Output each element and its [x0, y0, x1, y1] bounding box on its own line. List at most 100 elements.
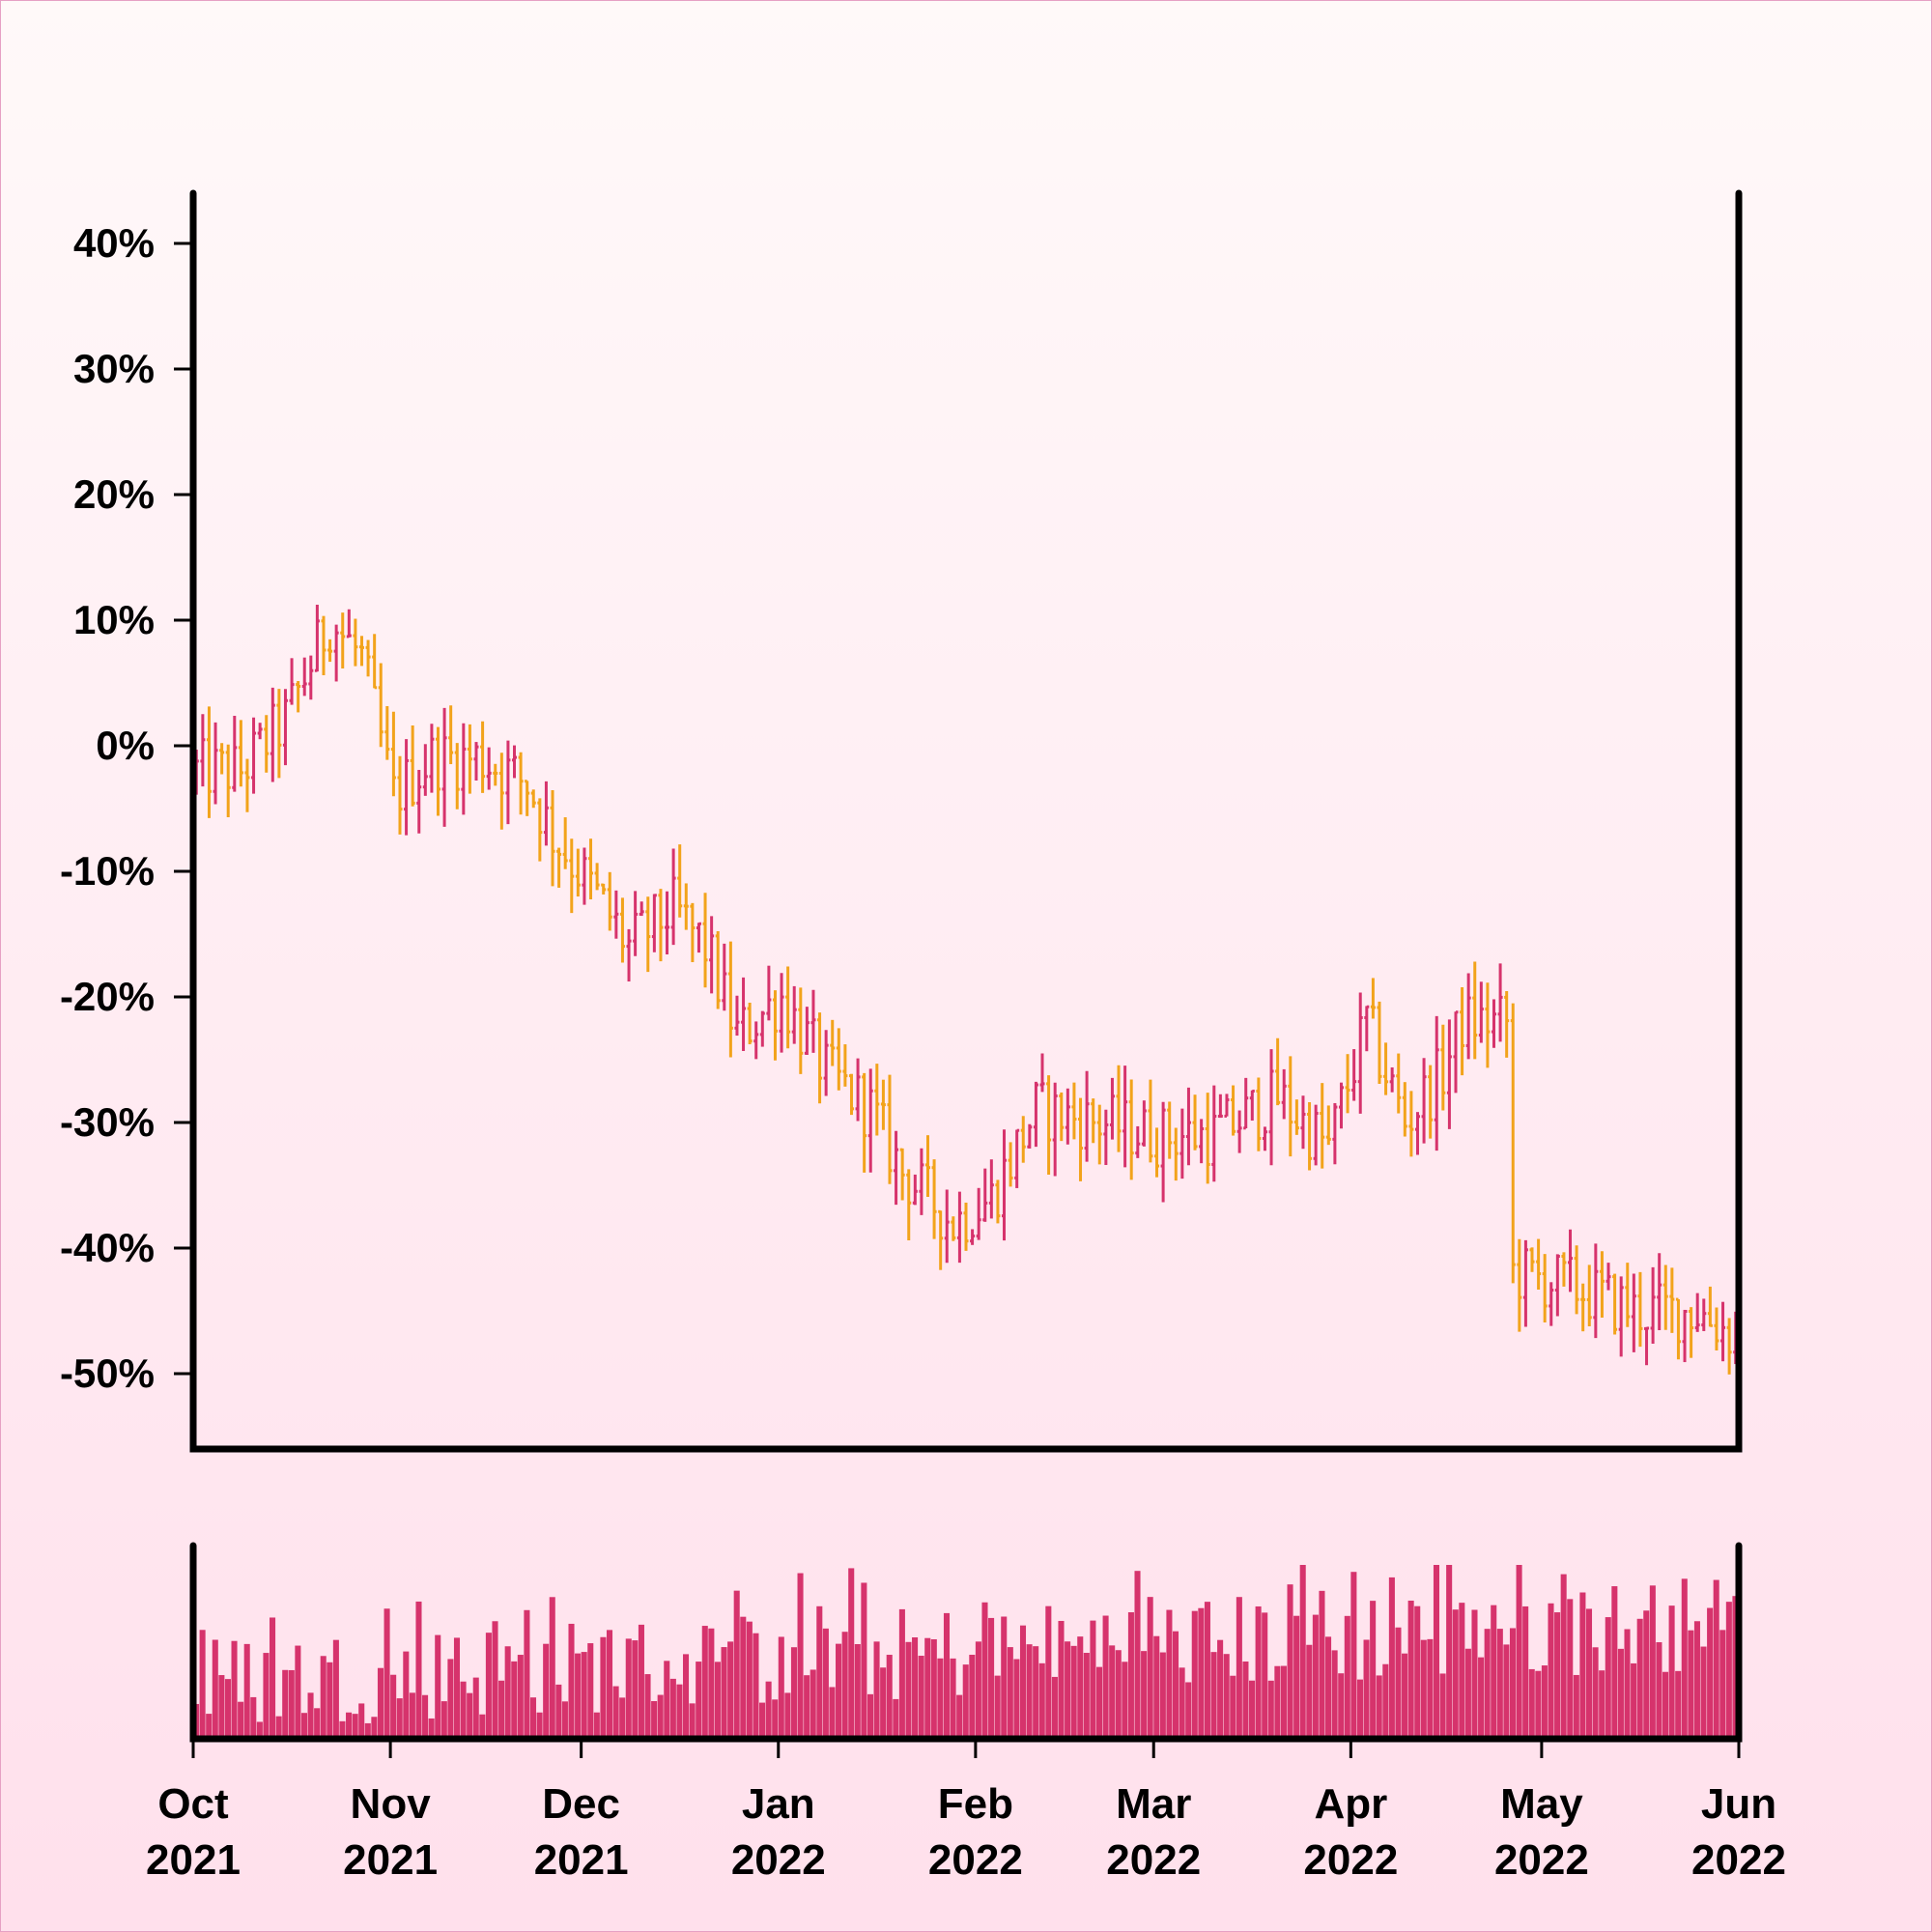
volume-bar — [829, 1687, 836, 1739]
volume-bar — [1491, 1605, 1497, 1739]
volume-bar — [231, 1640, 238, 1739]
ohlc-bar — [823, 1030, 829, 1096]
volume-bar — [218, 1675, 225, 1739]
ohlc-bar — [1440, 1024, 1446, 1111]
volume-bar — [1725, 1602, 1732, 1739]
x-tick-label-month: Jan — [742, 1780, 815, 1828]
ohlc-bar — [1262, 1126, 1267, 1151]
volume-bar — [1567, 1599, 1574, 1739]
volume-bar — [409, 1692, 415, 1739]
volume-bar — [1407, 1600, 1414, 1739]
ohlc-bar — [1205, 1093, 1210, 1184]
volume-bar — [428, 1718, 435, 1739]
ohlc-bar — [658, 889, 664, 962]
volume-bar — [1688, 1630, 1694, 1739]
volume-bar — [1509, 1628, 1517, 1739]
x-tick-label-month: Nov — [351, 1780, 432, 1828]
ohlc-bar — [1008, 1142, 1013, 1187]
ohlc-bar — [365, 639, 371, 677]
y-tick-label: -10% — [60, 848, 155, 894]
volume-bar — [352, 1714, 358, 1739]
ohlc-bar — [665, 891, 670, 955]
volume-bar — [1204, 1602, 1210, 1739]
ohlc-bar — [1408, 1091, 1414, 1157]
ohlc-bar — [1707, 1286, 1713, 1327]
volume-bar — [1001, 1616, 1008, 1739]
ohlc-bar — [461, 723, 467, 815]
ohlc-bar — [588, 838, 594, 900]
volume-bar — [836, 1643, 842, 1739]
x-tick-label-year: 2021 — [146, 1836, 241, 1884]
volume-bar — [1631, 1662, 1637, 1739]
volume-bar — [543, 1643, 550, 1739]
volume-bar — [1115, 1650, 1122, 1739]
ohlc-bar — [321, 615, 327, 675]
volume-bar — [212, 1639, 218, 1739]
volume-bar — [568, 1623, 575, 1739]
ohlc-bar — [530, 789, 536, 809]
ohlc-bar — [1071, 1082, 1077, 1140]
ohlc-bar — [779, 973, 784, 1053]
ohlc-bar — [1383, 1042, 1389, 1095]
volume-bar — [873, 1641, 880, 1739]
volume-bar — [524, 1609, 530, 1739]
volume-bar — [625, 1638, 632, 1739]
ohlc-bar — [225, 744, 231, 818]
volume-bar — [657, 1694, 664, 1739]
volume-bar — [1102, 1615, 1109, 1739]
volume-bar — [1478, 1657, 1485, 1739]
ohlc-bar — [785, 966, 791, 1049]
x-tick-label-month: Apr — [1314, 1780, 1387, 1828]
ohlc-bar — [1109, 1077, 1115, 1140]
ohlc-bar — [1173, 1127, 1179, 1181]
ohlc-bar — [626, 928, 632, 982]
ohlc-bar — [924, 1135, 930, 1197]
volume-bar — [593, 1712, 600, 1739]
volume-bar — [664, 1661, 670, 1739]
ohlc-bar — [709, 916, 715, 994]
volume-bar — [1038, 1662, 1045, 1739]
volume-bar — [1713, 1579, 1719, 1739]
ohlc-bar — [378, 663, 384, 748]
volume-bar — [1643, 1610, 1650, 1739]
volume-bar — [1420, 1639, 1427, 1739]
ohlc-bar — [722, 943, 727, 1011]
volume-bar — [1077, 1636, 1084, 1739]
ohlc-bar — [753, 1021, 759, 1060]
ohlc-bar — [384, 705, 390, 760]
volume-bar — [1141, 1651, 1148, 1739]
ohlc-bar — [651, 894, 657, 952]
volume-bar — [263, 1653, 270, 1739]
volume-bar — [1159, 1652, 1166, 1739]
volume-bar — [1617, 1648, 1624, 1739]
ohlc-bar — [944, 1189, 950, 1264]
volume-bar — [1356, 1679, 1363, 1739]
ohlc-bar — [1662, 1264, 1668, 1330]
x-tick-label-year: 2022 — [1106, 1836, 1201, 1884]
volume-bar — [1185, 1682, 1192, 1739]
volume-bar — [1127, 1612, 1134, 1739]
ohlc-bar — [505, 740, 511, 825]
ohlc-bar — [677, 844, 683, 918]
volume-bar — [1274, 1665, 1281, 1739]
ohlc-bar — [1313, 1104, 1319, 1166]
ohlc-bar — [1402, 1082, 1407, 1137]
ohlc-bar — [1389, 1066, 1395, 1093]
ohlc-bar — [747, 1002, 753, 1045]
ohlc-bar — [562, 817, 568, 869]
ohlc-bar — [874, 1064, 880, 1136]
x-tick-label-month: Dec — [542, 1780, 620, 1828]
volume-bar — [854, 1643, 861, 1739]
volume-bar — [1070, 1645, 1077, 1739]
volume-bar — [1210, 1652, 1217, 1739]
ohlc-bar — [1160, 1101, 1166, 1203]
ohlc-bar — [1084, 1070, 1090, 1162]
volume-panel — [193, 1565, 1739, 1739]
x-tick-label-month: May — [1500, 1780, 1583, 1828]
ohlc-bar — [1020, 1116, 1026, 1163]
ohlc-bar — [1657, 1253, 1662, 1331]
volume-bar — [1611, 1586, 1618, 1739]
volume-bar — [206, 1714, 213, 1739]
ohlc-bar — [327, 639, 333, 663]
volume-bar — [270, 1617, 276, 1739]
